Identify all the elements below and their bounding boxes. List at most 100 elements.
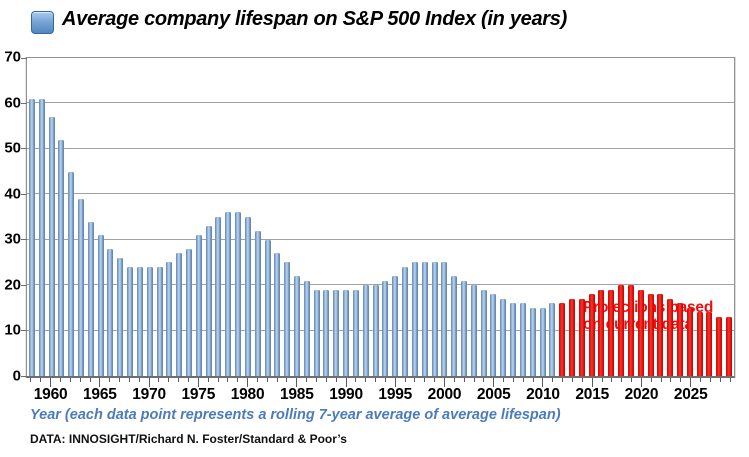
data-source-note: DATA: INNOSIGHT/Richard N. Foster/Standa… [30, 432, 347, 446]
bar-1986 [303, 280, 310, 376]
gridline-50 [27, 147, 734, 149]
bar-2006 [500, 298, 507, 376]
x-tick-1964 [89, 378, 91, 382]
y-label-70: 70 [4, 48, 21, 66]
x-tick-2005 [493, 378, 495, 387]
bar-1967 [117, 257, 124, 376]
y-label-10: 10 [4, 321, 21, 339]
x-tick-1998 [424, 378, 426, 382]
bar-1995 [392, 276, 399, 376]
x-tick-1968 [128, 378, 130, 382]
x-tick-1997 [414, 378, 416, 382]
x-label-2015: 2015 [575, 386, 610, 403]
bar-2026 [696, 312, 703, 376]
x-tick-1981 [256, 378, 258, 382]
bar-1998 [421, 262, 428, 376]
bar-2020 [637, 289, 644, 376]
bar-2017 [608, 289, 615, 376]
bar-2011 [549, 303, 556, 376]
bar-1964 [87, 221, 94, 376]
plot-area: Projections based on current data [21, 57, 735, 378]
bar-2024 [676, 303, 683, 376]
x-tick-1975 [197, 378, 199, 387]
bar-1979 [235, 212, 242, 376]
x-tick-1985 [296, 378, 298, 387]
bar-1992 [362, 285, 369, 376]
x-tick-2023 [670, 378, 672, 382]
x-label-2020: 2020 [624, 386, 659, 403]
bar-1969 [136, 266, 143, 376]
bar-1965 [97, 235, 104, 376]
x-tick-1963 [79, 378, 81, 382]
x-tick-1973 [178, 378, 180, 382]
x-tick-1988 [325, 378, 327, 382]
y-tickmark-10 [21, 330, 27, 332]
y-tickmark-20 [21, 284, 27, 286]
x-tick-2013 [572, 378, 574, 382]
x-tick-1966 [109, 378, 111, 382]
bar-1980 [244, 217, 251, 376]
x-tick-2009 [532, 378, 534, 382]
y-tickmark-70 [21, 57, 27, 59]
x-tick-1990 [345, 378, 347, 387]
x-tick-1994 [384, 378, 386, 382]
page-title: Average company lifespan on S&P 500 Inde… [62, 8, 567, 30]
bar-1972 [166, 262, 173, 376]
x-label-2010: 2010 [526, 386, 560, 403]
bar-2018 [618, 285, 625, 376]
bar-2003 [470, 285, 477, 376]
bar-1958 [28, 98, 35, 376]
x-tick-2001 [453, 378, 455, 382]
bar-1977 [215, 217, 222, 376]
x-label-1970: 1970 [132, 386, 166, 403]
x-tick-2010 [542, 378, 544, 387]
x-tick-2022 [660, 378, 662, 382]
x-tick-2028 [719, 378, 721, 382]
x-tick-1976 [207, 378, 209, 382]
bar-1993 [372, 285, 379, 376]
x-tick-1999 [434, 378, 436, 382]
bar-2019 [627, 285, 634, 376]
x-tick-1986 [306, 378, 308, 382]
bar-1976 [205, 226, 212, 376]
x-tick-1978 [227, 378, 229, 382]
bar-1978 [225, 212, 232, 376]
bar-2004 [480, 289, 487, 376]
x-tick-1974 [187, 378, 189, 382]
x-tick-2016 [601, 378, 603, 382]
x-label-1975: 1975 [181, 386, 216, 403]
bar-2014 [578, 298, 585, 376]
x-tick-1993 [375, 378, 377, 382]
x-tick-1961 [59, 378, 61, 382]
bar-1999 [431, 262, 438, 376]
bar-2016 [598, 289, 605, 376]
bar-1963 [78, 198, 84, 376]
x-tick-1967 [119, 378, 121, 382]
x-tick-2000 [444, 378, 445, 387]
x-tick-2012 [562, 378, 564, 382]
x-tick-2011 [552, 378, 554, 382]
bar-2001 [451, 276, 458, 376]
bar-1991 [352, 289, 359, 376]
y-axis-labels: 0 10 20 30 40 50 60 70 [0, 50, 21, 384]
x-tick-2014 [581, 378, 583, 382]
bar-2015 [588, 294, 595, 376]
x-tick-1959 [40, 378, 42, 382]
bar-2002 [460, 280, 467, 376]
x-tick-2027 [709, 378, 711, 382]
x-tick-1996 [404, 378, 406, 382]
bar-1962 [68, 171, 75, 376]
y-tickmark-50 [21, 148, 27, 150]
x-tick-2025 [690, 378, 692, 387]
bar-1984 [284, 262, 291, 376]
bar-2029 [726, 316, 733, 376]
y-label-30: 30 [4, 230, 21, 248]
bar-2028 [716, 316, 723, 376]
bar-1961 [58, 139, 65, 376]
x-axis-note: Year (each data point represents a rolli… [30, 407, 561, 423]
blue-series-swatch-icon [31, 11, 54, 34]
x-tick-1960 [50, 378, 52, 387]
bar-2000 [441, 262, 448, 376]
x-axis-ticks [26, 378, 735, 388]
x-tick-1970 [148, 378, 150, 387]
